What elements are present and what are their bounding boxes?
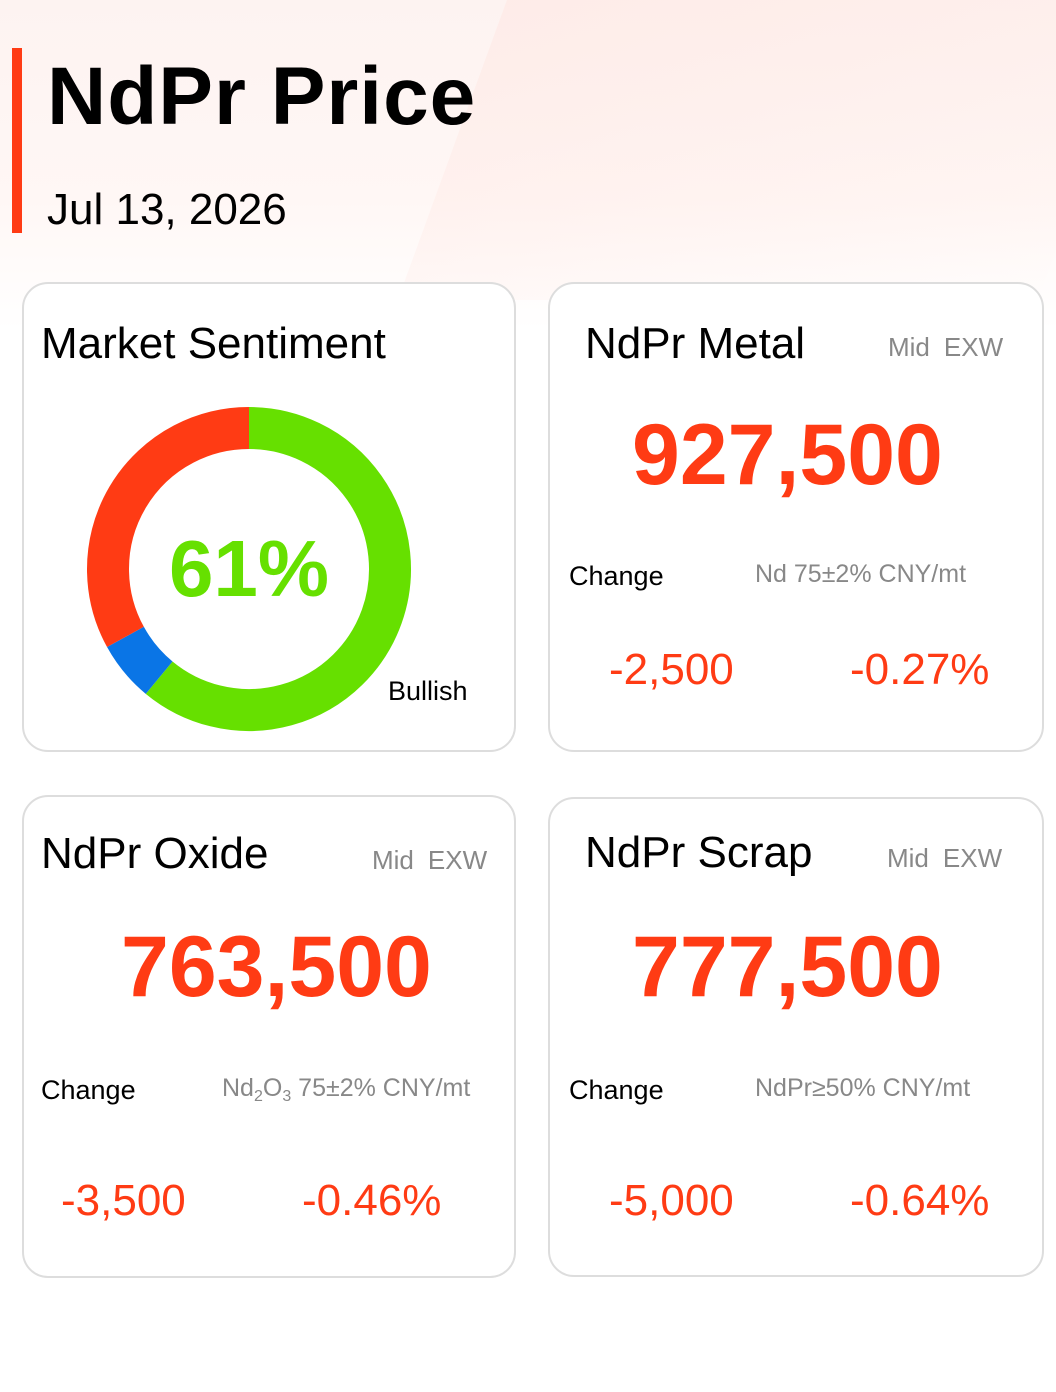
ndpr-oxide-change-abs: -3,500 (61, 1176, 186, 1225)
ndpr-oxide-mid: Mid (372, 845, 414, 875)
ndpr-scrap-meta: Mid EXW (887, 845, 1002, 871)
page-date: Jul 13, 2026 (47, 185, 287, 234)
ndpr-metal-meta: Mid EXW (888, 334, 1003, 360)
donut-segment-bearish (87, 407, 250, 648)
ndpr-metal-card: NdPr Metal Mid EXW 927,500 Change Nd 75±2… (548, 282, 1044, 752)
ndpr-oxide-title: NdPr Oxide (41, 829, 269, 878)
ndpr-scrap-change-label: Change (569, 1075, 664, 1105)
ndpr-oxide-meta: Mid EXW (372, 847, 487, 873)
sentiment-label: Bullish (388, 676, 468, 706)
ndpr-metal-change-abs: -2,500 (609, 645, 734, 694)
ndpr-scrap-price: 777,500 (632, 919, 943, 1015)
ndpr-scrap-basis: EXW (942, 843, 1003, 873)
ndpr-metal-spec: Nd 75±2% CNY/mt (755, 560, 967, 588)
ndpr-oxide-basis: EXW (427, 845, 488, 875)
ndpr-metal-change-pct: -0.27% (850, 645, 990, 694)
ndpr-scrap-mid: Mid (887, 843, 929, 873)
title-accent-bar (12, 48, 22, 233)
sentiment-donut-chart (87, 407, 411, 731)
market-sentiment-card: Market Sentiment 61% Bullish (22, 282, 516, 752)
ndpr-scrap-change-pct: -0.64% (850, 1176, 990, 1225)
ndpr-oxide-card: NdPr Oxide Mid EXW 763,500 Change Nd2O3 7… (22, 795, 516, 1278)
ndpr-metal-price: 927,500 (632, 407, 943, 503)
ndpr-oxide-change-pct: -0.46% (302, 1176, 442, 1225)
market-sentiment-title: Market Sentiment (41, 319, 386, 368)
ndpr-metal-mid: Mid (888, 332, 930, 362)
ndpr-oxide-spec: Nd2O3 75±2% CNY/mt (222, 1074, 471, 1105)
ndpr-scrap-spec: NdPr≥50% CNY/mt (755, 1074, 971, 1102)
ndpr-metal-basis: EXW (943, 332, 1004, 362)
ndpr-metal-change-label: Change (569, 561, 664, 591)
donut-segment-neutral (107, 626, 173, 694)
page-title: NdPr Price (47, 51, 477, 142)
ndpr-scrap-change-abs: -5,000 (609, 1176, 734, 1225)
ndpr-scrap-card: NdPr Scrap Mid EXW 777,500 Change NdPr≥50… (548, 797, 1044, 1277)
sentiment-percent: 61% (168, 524, 330, 613)
ndpr-metal-title: NdPr Metal (585, 319, 806, 368)
donut-segment-bullish (145, 407, 411, 731)
ndpr-oxide-change-label: Change (41, 1075, 136, 1105)
ndpr-oxide-price: 763,500 (121, 919, 432, 1015)
ndpr-scrap-title: NdPr Scrap (585, 828, 813, 877)
background-decoration (397, 0, 1056, 300)
